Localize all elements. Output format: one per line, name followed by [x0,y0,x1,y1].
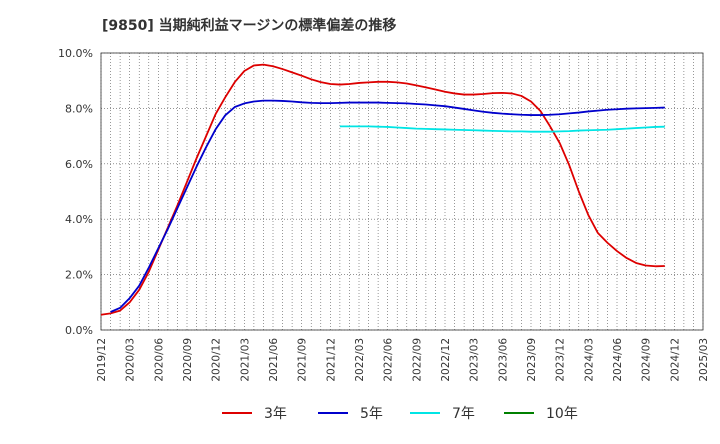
series-lines [100,63,665,316]
x-tick-label: 2020/09 [182,338,194,382]
x-tick-label: 2021/03 [239,338,251,382]
y-tick-label: 4.0% [65,213,93,226]
legend-label-2: 5年 [360,406,383,422]
legend-label-1: 3年 [264,406,287,422]
axes: 0.0% 2.0% 4.0% 6.0% 8.0% 10.0% 2019/12 2020/03 2… [58,47,710,382]
series-line-2 [110,99,665,313]
plot-area-border [100,52,704,331]
x-tick-label: 2025/03 [698,338,710,382]
x-tick-label: 2023/12 [555,338,567,382]
x-tick-label: 2022/09 [411,338,423,382]
x-tick-label: 2022/12 [440,338,452,382]
x-tick-label: 2023/09 [526,338,538,382]
legend: 3年 5年 7年 10年 [222,406,578,422]
chart-title: [9850] 当期純利益マージンの標準偏差の推移 [102,17,396,34]
x-tick-label: 2023/06 [497,338,509,382]
x-tick-label: 2022/03 [354,338,366,382]
legend-label-4: 10年 [546,406,578,422]
x-tick-label: 2023/03 [469,338,481,382]
x-tick-label: 2021/12 [325,338,337,382]
y-tick-label: 10.0% [58,47,93,60]
legend-label-3: 7年 [452,406,475,422]
y-tick-label: 8.0% [65,102,93,115]
x-tick-label: 2020/12 [211,338,223,382]
y-tick-label: 6.0% [65,158,93,171]
x-tick-label: 2019/12 [96,338,108,382]
x-tick-label: 2022/06 [383,338,395,382]
x-tick-label: 2024/06 [612,338,624,382]
x-tick-label: 2020/03 [125,338,137,382]
y-tick-label: 2.0% [65,269,93,282]
grid [100,52,704,331]
x-tick-label: 2024/03 [583,338,595,382]
series-line-1 [100,63,665,316]
x-tick-label: 2024/09 [641,338,653,382]
x-tick-label: 2021/06 [268,338,280,382]
y-tick-label: 0.0% [65,324,93,337]
x-tick-label: 2021/09 [297,338,309,382]
x-tick-label: 2020/06 [153,338,165,382]
x-tick-label: 2024/12 [669,338,681,382]
series-line-3 [339,125,665,133]
